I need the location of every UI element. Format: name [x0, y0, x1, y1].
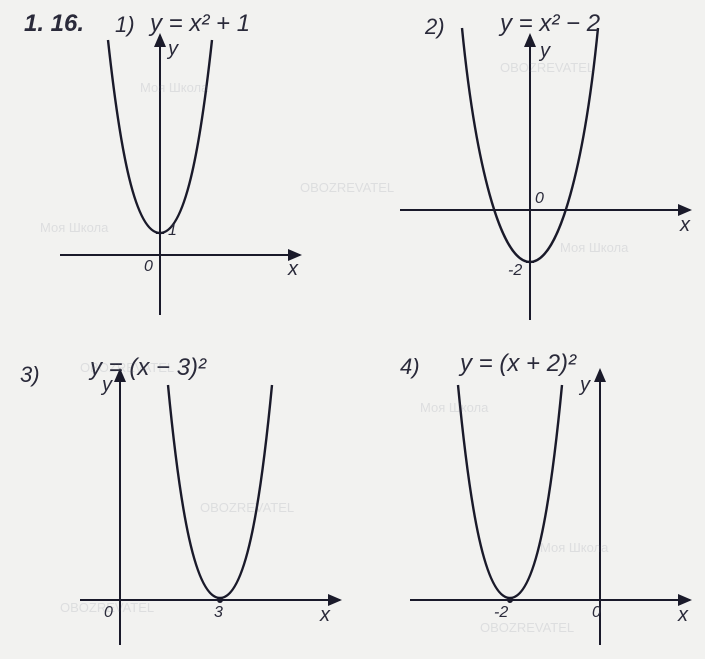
graph-4 [370, 340, 700, 650]
parabola-curve [458, 385, 562, 598]
y-axis-label: y [168, 38, 178, 61]
x-axis-label: x [320, 604, 330, 627]
vertex-label: 1 [168, 222, 177, 240]
panel-4: 4) y = (x + 2)² y x 0 -2 [370, 340, 700, 650]
parabola-curve [168, 385, 272, 598]
panel-number: 3) [20, 362, 40, 388]
panel-number: 2) [425, 14, 445, 40]
graph-2 [370, 10, 700, 330]
x-axis-label: x [288, 258, 298, 281]
origin-label: 0 [144, 258, 153, 276]
x-axis-label: x [678, 604, 688, 627]
panel-number: 1) [115, 12, 135, 38]
y-axis-label: y [102, 374, 112, 397]
vertex-label: -2 [508, 262, 522, 280]
equation-label: y = x² + 1 [150, 10, 250, 38]
origin-label: 0 [535, 190, 544, 208]
y-axis-label: y [540, 40, 550, 63]
vertex-dot [507, 597, 513, 603]
equation-label: y = x² − 2 [500, 10, 600, 38]
origin-label: 0 [592, 604, 601, 622]
y-axis-label: y [580, 374, 590, 397]
vertex-label: -2 [494, 604, 508, 622]
x-axis-label: x [680, 214, 690, 237]
panel-3: 3) y = (x − 3)² y x 0 3 [20, 340, 360, 650]
page: 1. 16. 1) y = x² + 1 y x 0 1 [0, 0, 705, 659]
origin-label: 0 [104, 604, 113, 622]
panel-1: 1) y = x² + 1 y x 0 1 [20, 10, 340, 320]
vertex-dot [217, 597, 223, 603]
equation-label: y = (x + 2)² [460, 350, 576, 378]
vertex-label: 3 [214, 604, 223, 622]
panel-2: 2) y = x² − 2 y x 0 -2 [370, 10, 700, 330]
graph-3 [20, 340, 360, 650]
panel-number: 4) [400, 354, 420, 380]
